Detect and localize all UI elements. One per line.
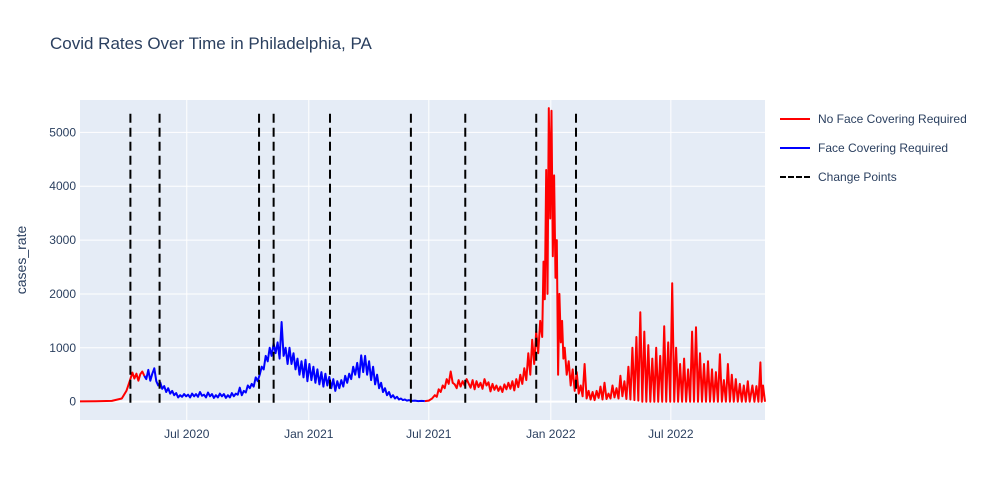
y-tick-label: 1000 (49, 341, 76, 355)
legend-swatch-blue (780, 146, 810, 149)
series-line-0[interactable] (79, 370, 146, 403)
legend: No Face Covering Required Face Covering … (780, 104, 967, 191)
y-tick-label: 3000 (49, 233, 76, 247)
series-line-0[interactable] (424, 107, 766, 403)
legend-label: Face Covering Required (818, 140, 949, 155)
x-tick-label: Jul 2021 (406, 427, 452, 441)
plot-background (80, 100, 765, 420)
x-tick-label: Jul 2022 (648, 427, 694, 441)
legend-swatch-red (780, 117, 810, 120)
legend-item-change-points[interactable]: Change Points (780, 162, 967, 191)
y-tick-label: 5000 (49, 125, 76, 139)
legend-item-no-face-covering[interactable]: No Face Covering Required (780, 104, 967, 133)
x-tick-labels: Jul 2020 Jan 2021 Jul 2021 Jan 2022 Jul 2022 (164, 427, 694, 441)
series-layer (79, 107, 766, 403)
series-line-1[interactable] (143, 321, 425, 403)
x-tick-label: Jan 2022 (526, 427, 576, 441)
legend-label: Change Points (818, 169, 897, 184)
change-points-layer (129, 113, 578, 403)
x-tick-label: Jul 2020 (164, 427, 210, 441)
y-tick-label: 2000 (49, 287, 76, 301)
legend-item-face-covering[interactable]: Face Covering Required (780, 133, 967, 162)
y-tick-labels: 0 1000 2000 3000 4000 5000 (49, 125, 76, 408)
legend-label: No Face Covering Required (818, 111, 967, 126)
legend-swatch-dashed-black (780, 175, 810, 178)
y-tick-label: 4000 (49, 179, 76, 193)
y-axis-label: cases_rate (13, 226, 29, 295)
y-tick-label: 0 (69, 395, 76, 409)
x-tick-label: Jan 2021 (284, 427, 334, 441)
chart-title: Covid Rates Over Time in Philadelphia, P… (50, 34, 372, 53)
